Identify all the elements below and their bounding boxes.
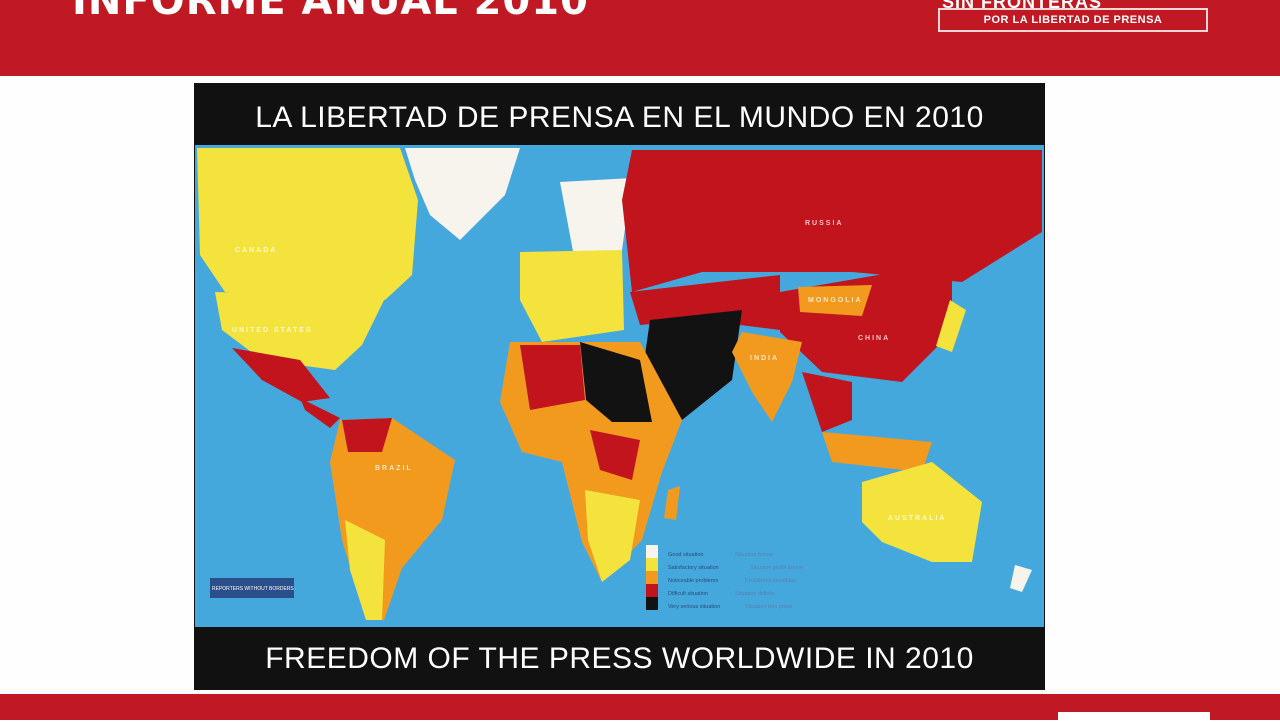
legend-label-very-serious: Very serious situation: [668, 604, 720, 610]
region-mexico: [232, 348, 330, 402]
region-usa: [215, 292, 385, 370]
footer-logo: [1058, 712, 1210, 722]
region-canada: [197, 148, 418, 300]
label-china: CHINA: [858, 335, 890, 342]
world-map: CANADA UNITED STATES BRAZIL RUSSIA CHINA…: [195, 145, 1044, 627]
legend-swatch-satisfactory: [646, 558, 658, 571]
header-band: INFORME ANUAL 2010 SIN FRONTERAS POR LA …: [0, 0, 1280, 76]
label-australia: AUSTRALIA: [888, 515, 946, 522]
legend-label-good: Good situation: [668, 552, 703, 558]
legend-label-problems: Noticeable problems: [668, 578, 718, 584]
region-central-asia: [630, 275, 780, 330]
map-title: LA LIBERTAD DE PRENSA EN EL MUNDO EN 201…: [255, 101, 984, 134]
legend-label-good-fr: Situation bonne: [735, 552, 773, 558]
logo-line2: POR LA LIBERTAD DE PRENSA: [938, 8, 1208, 32]
region-europe: [520, 250, 624, 342]
legend-label-satisfactory-fr: Situation plutôt bonne: [750, 565, 803, 571]
region-russia: [622, 150, 1042, 292]
legend-swatch-good: [646, 545, 658, 558]
region-venezuela-colombia: [342, 418, 392, 452]
legend-swatch-very-serious: [646, 597, 658, 610]
label-brazil: BRAZIL: [375, 465, 413, 472]
legend: Good situation Satisfactory situation No…: [646, 545, 803, 610]
press-freedom-map-frame: LA LIBERTAD DE PRENSA EN EL MUNDO EN 201…: [194, 83, 1045, 690]
label-mongolia: MONGOLIA: [808, 297, 863, 304]
region-mongolia: [798, 285, 872, 316]
region-greenland: [405, 148, 520, 240]
region-japan: [936, 300, 966, 352]
label-usa: UNITED STATES: [232, 327, 313, 334]
legend-label-problems-fr: Problèmes sensibles: [745, 578, 796, 584]
legend-label-difficult-fr: Situation difficile: [735, 591, 775, 597]
label-india: INDIA: [750, 355, 779, 362]
label-canada: CANADA: [235, 247, 277, 254]
label-russia: RUSSIA: [805, 220, 843, 227]
region-central-africa: [590, 430, 640, 480]
region-southeast-asia: [802, 372, 852, 432]
legend-swatch-difficult: [646, 584, 658, 597]
legend-swatch-problems: [646, 571, 658, 584]
region-scandinavia: [560, 178, 632, 262]
publisher-logo-box: [210, 578, 294, 598]
region-central-america: [300, 398, 340, 428]
region-libya-sudan: [580, 342, 652, 422]
region-australia: [862, 462, 982, 562]
legend-label-very-serious-fr: Situation très grave: [745, 604, 792, 610]
legend-label-satisfactory: Satisfactory situation: [668, 565, 719, 571]
region-india: [732, 332, 802, 422]
header-title: INFORME ANUAL 2010: [72, 0, 589, 24]
legend-label-difficult: Difficult situation: [668, 591, 708, 597]
publisher-logo: REPORTERS WITHOUT BORDERS: [212, 586, 294, 592]
map-subtitle: FREEDOM OF THE PRESS WORLDWIDE IN 2010: [265, 642, 974, 675]
rsf-logo: SIN FRONTERAS POR LA LIBERTAD DE PRENSA: [938, 0, 1208, 32]
region-madagascar: [664, 486, 680, 520]
region-north-africa: [520, 345, 585, 410]
region-chile-argentina: [345, 520, 385, 620]
region-southern-africa: [585, 490, 640, 582]
region-new-zealand: [1010, 565, 1032, 592]
region-indonesia: [822, 432, 932, 472]
